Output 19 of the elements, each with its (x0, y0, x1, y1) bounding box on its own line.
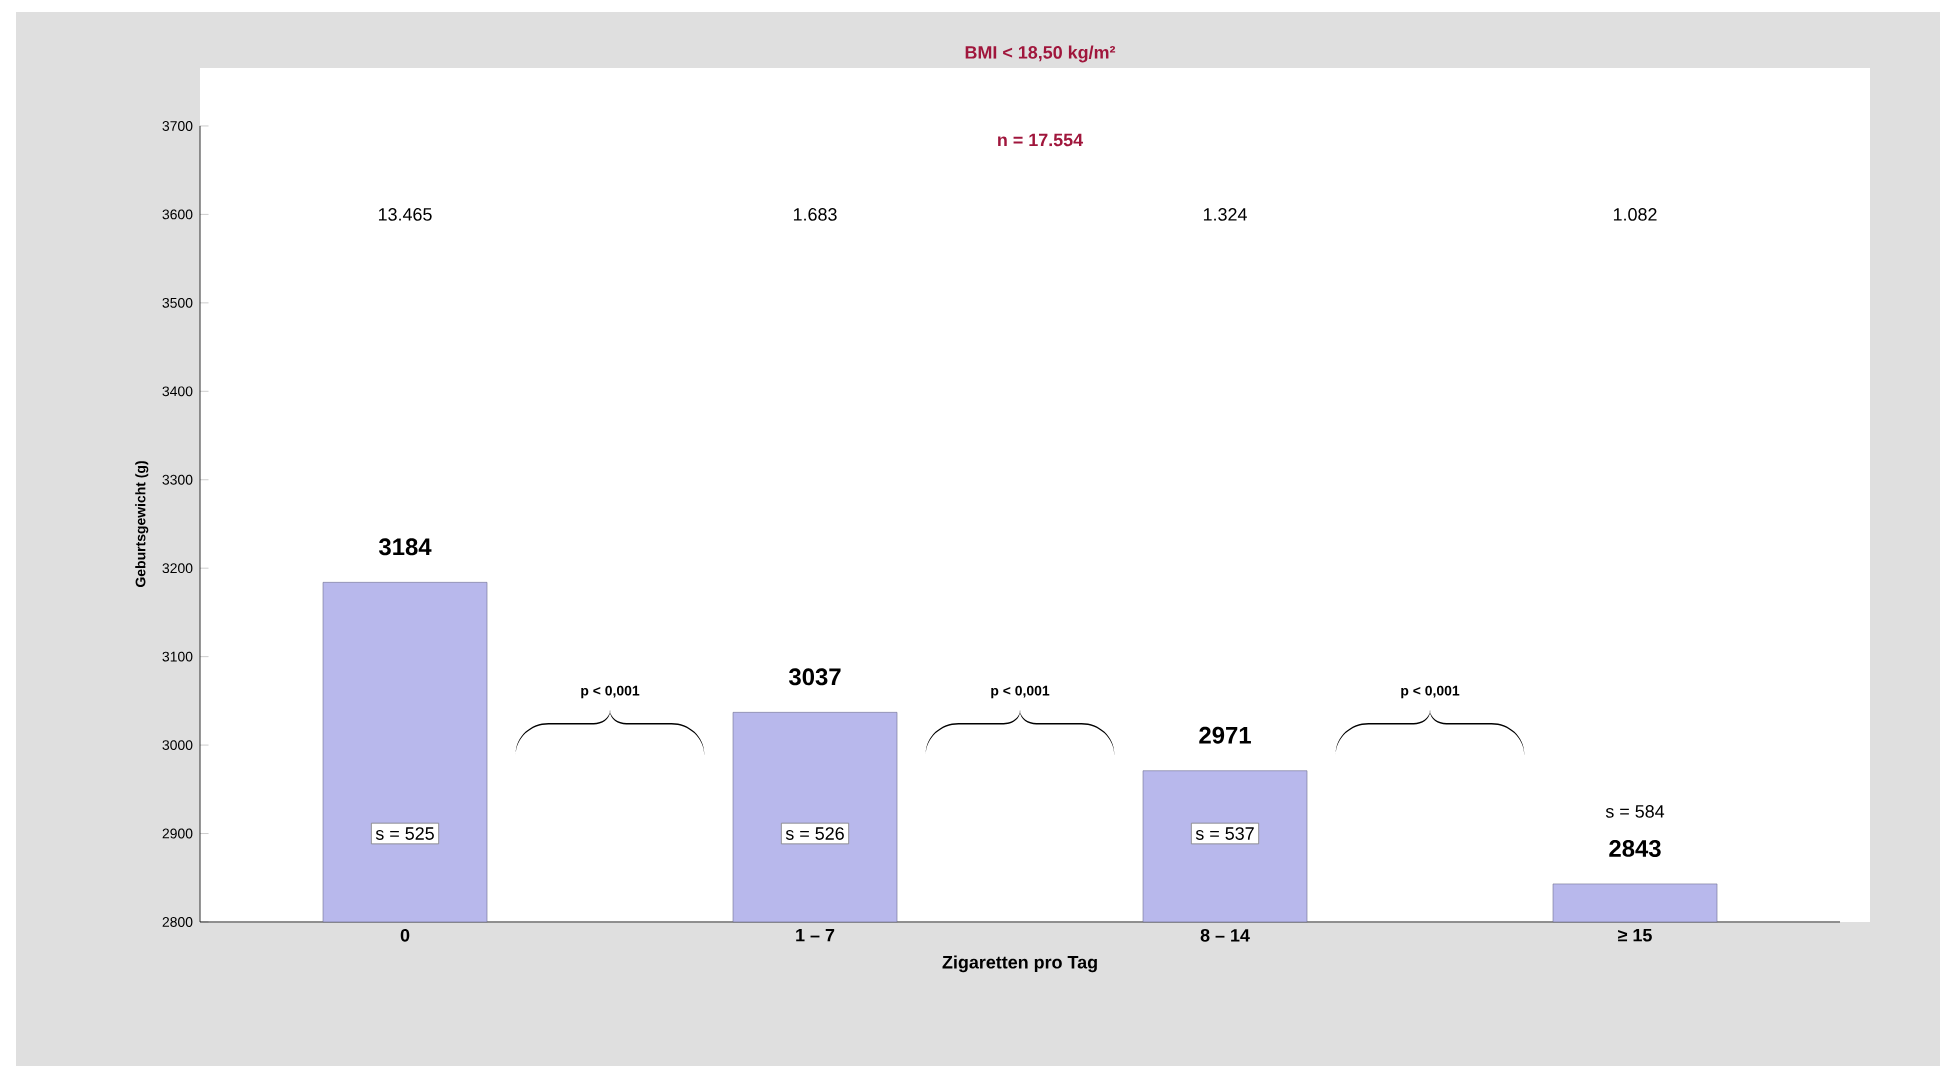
x-axis-title: Zigaretten pro Tag (942, 955, 1097, 973)
data-label: 2971 (1199, 726, 1251, 744)
data-label: 2843 (1609, 839, 1661, 857)
data-label: 3037 (788, 668, 841, 686)
annotation: s = 537 (1195, 827, 1254, 840)
x-tick-label: ≥ 15 (1618, 929, 1652, 942)
data-label: 3184 (378, 538, 432, 556)
annotation: 1.683 (793, 208, 837, 221)
x-tick-label: 0 (400, 929, 410, 942)
annotation: s = 525 (375, 827, 434, 840)
x-tick-label: 8 – 14 (1200, 929, 1250, 942)
annotation: 13.465 (378, 208, 432, 221)
annotation: 1.324 (1203, 208, 1247, 221)
annotation: s = 584 (1605, 805, 1665, 818)
annotation: s = 526 (785, 827, 844, 840)
annotation: 1.082 (1613, 208, 1657, 221)
chart-subtitle: n = 17.554 (998, 133, 1084, 147)
x-tick-label: 1 – 7 (796, 929, 835, 942)
chart-title: BMI < 18,50 kg/m² (965, 45, 1116, 63)
